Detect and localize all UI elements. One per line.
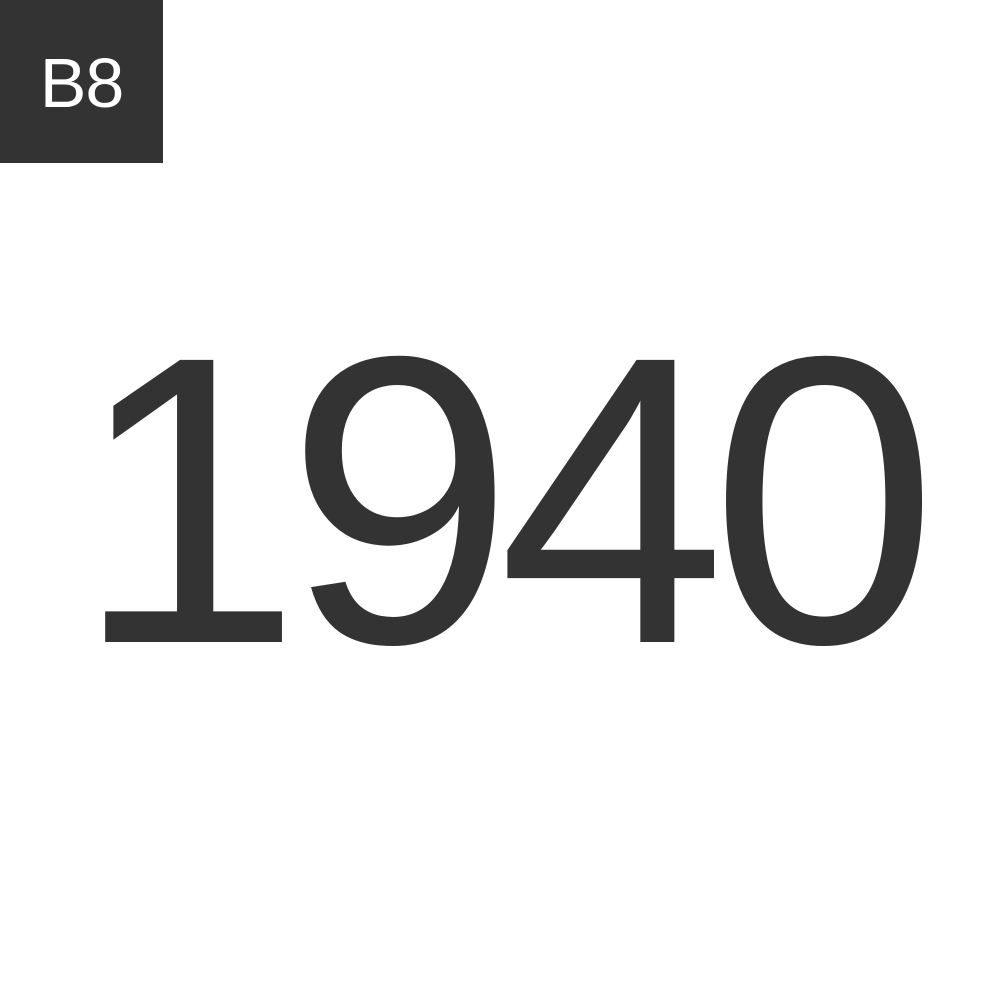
code-badge: B8: [0, 0, 163, 163]
